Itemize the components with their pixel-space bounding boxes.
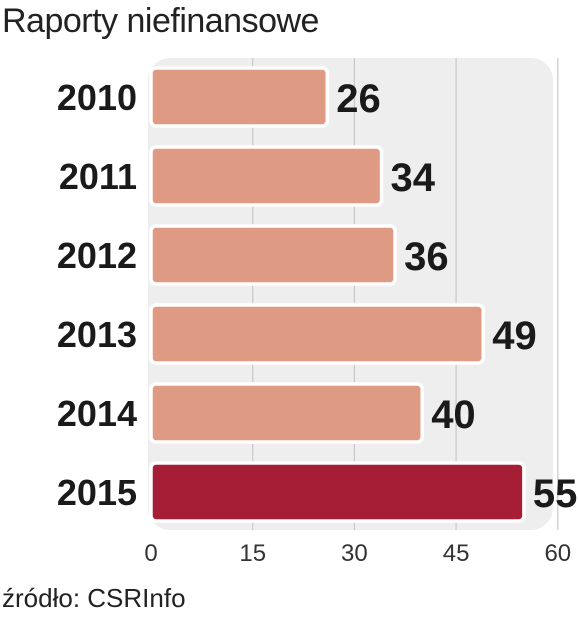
x-tick-label-30: 30 [341, 540, 368, 567]
category-label-2012: 2012 [57, 235, 137, 276]
grid-lines [252, 58, 559, 530]
value-label-2012: 36 [404, 235, 449, 279]
value-label-2011: 34 [391, 156, 436, 200]
value-label-2010: 26 [336, 77, 381, 121]
value-label-2013: 49 [492, 314, 536, 358]
x-tick-label-0: 0 [144, 540, 157, 567]
value-label-2014: 40 [431, 393, 476, 437]
category-label-2013: 2013 [57, 314, 137, 355]
bars [149, 66, 526, 523]
x-axis-ticks: 0 15 30 45 60 [144, 540, 571, 567]
chart-panel [148, 58, 553, 530]
labels: 2010 26 2011 34 2012 36 2013 49 2014 40 2015 55 [57, 77, 577, 516]
category-label-2014: 2014 [57, 393, 137, 434]
value-label-2015: 55 [533, 472, 578, 516]
x-tick-label-60: 60 [544, 540, 571, 567]
x-tick-label-15: 15 [239, 540, 266, 567]
category-label-2010: 2010 [57, 77, 137, 118]
x-tick-label-45: 45 [443, 540, 470, 567]
bar-2012 [149, 224, 397, 286]
bar-2014 [149, 382, 424, 444]
bar-2013 [149, 303, 485, 365]
category-label-2015: 2015 [57, 472, 137, 513]
source-note: źródło: CSRInfo [2, 583, 186, 613]
chart-title: Raporty niefinansowe [2, 2, 319, 40]
category-label-2011: 2011 [59, 156, 137, 197]
bar-2011 [149, 145, 384, 207]
bar-2015 [149, 461, 526, 523]
bar-2010 [149, 66, 330, 128]
